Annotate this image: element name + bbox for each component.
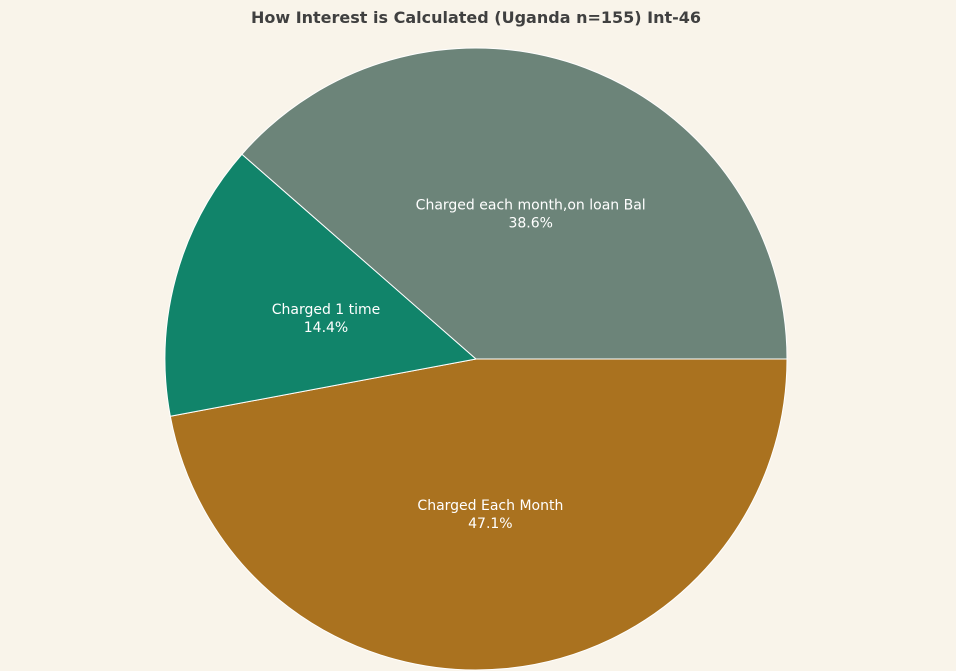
slice-label: Charged 1 time — [272, 302, 381, 318]
slice-percent-label: 14.4% — [304, 320, 348, 336]
slice-label: Charged each month,on loan Bal — [416, 197, 646, 213]
slice-percent-label: 47.1% — [468, 516, 512, 532]
pie-slice-2[interactable] — [164, 153, 478, 417]
chart-title: How Interest is Calculated (Uganda n=155… — [250, 8, 702, 27]
pie-slice-1[interactable] — [169, 358, 788, 671]
slice-label: Charged Each Month — [417, 498, 563, 514]
pie-labels: Charged Each Month 47.1% Charged 1 time 14.… — [272, 197, 646, 531]
pie-slice-3[interactable] — [241, 47, 788, 360]
pie-slices — [164, 47, 788, 671]
slice-percent-label: 38.6% — [508, 215, 552, 231]
